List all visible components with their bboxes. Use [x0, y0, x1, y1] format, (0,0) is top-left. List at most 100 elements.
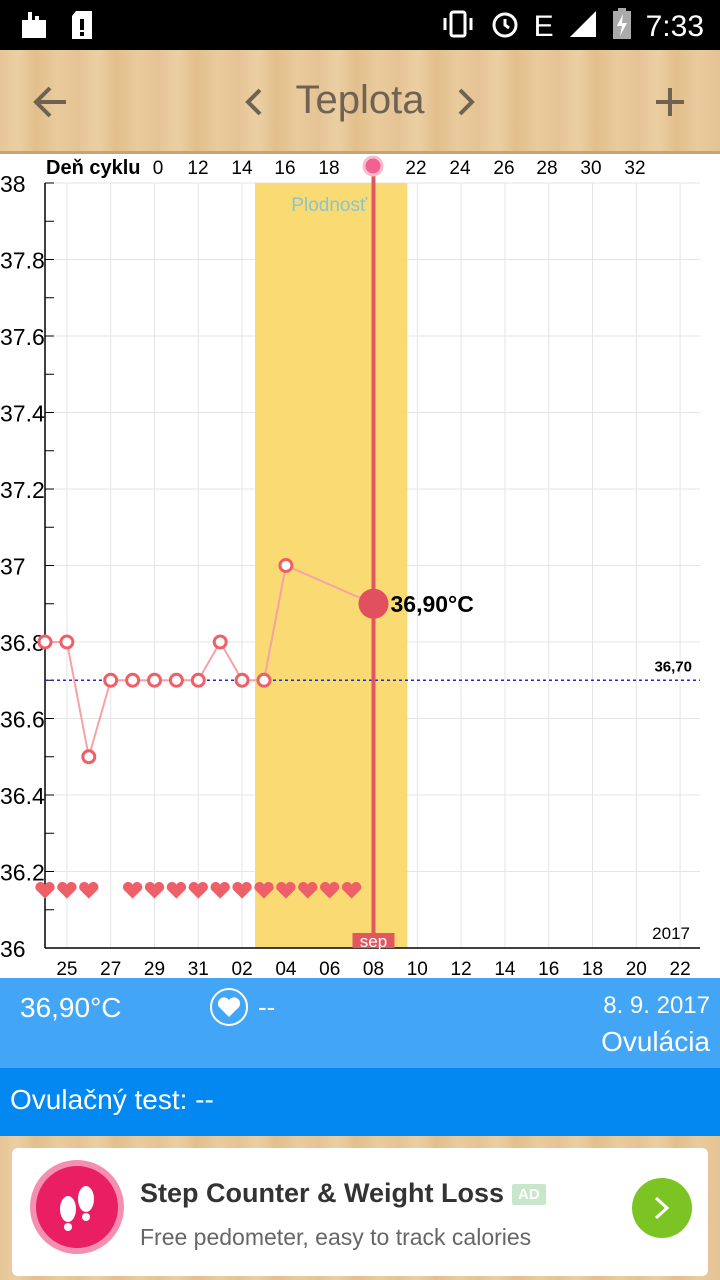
month-marker-box — [352, 933, 395, 948]
ovulation-test-panel: Ovulačný test: -- — [0, 1068, 720, 1136]
x-tick-label: 22 — [670, 959, 691, 978]
x-tick-label: 04 — [275, 959, 297, 978]
data-point[interactable] — [256, 672, 272, 688]
status-bar: E 7:33 — [0, 0, 720, 50]
temperature-chart[interactable]: Plodnosť 38 37.8 37.6 37.4 37.2 37 36.8 36.6 36.… — [0, 154, 720, 980]
data-point[interactable] — [234, 672, 250, 688]
ovulation-icon — [362, 155, 384, 177]
plus-icon — [656, 88, 684, 116]
heart-icon — [298, 881, 318, 899]
x-tick-label: 16 — [538, 959, 559, 978]
chart-svg[interactable]: Plodnosť 38 37.8 37.6 37.4 37.2 37 36.8 36.6 36.… — [0, 154, 720, 980]
x-tick-label: 06 — [319, 959, 340, 978]
heart-icon — [35, 881, 55, 899]
y-tick-label: 37.8 — [0, 248, 45, 274]
cycle-day-tick: 26 — [493, 158, 514, 179]
cycle-day-tick: 28 — [536, 158, 557, 179]
data-point[interactable] — [168, 672, 184, 688]
x-tick-label: 18 — [582, 959, 603, 978]
ovulation-test-field[interactable]: Ovulačný test: -- — [10, 1084, 214, 1115]
next-button[interactable] — [438, 74, 494, 130]
data-point[interactable] — [103, 672, 119, 688]
heart-icon — [341, 881, 362, 899]
page-title: Teplota — [295, 78, 425, 122]
heart-icon — [217, 997, 241, 1017]
vibrate-icon — [440, 9, 476, 44]
signal-icon — [568, 9, 598, 44]
y-tick-label: 36.8 — [0, 630, 45, 656]
data-point[interactable] — [81, 749, 97, 765]
data-point[interactable] — [125, 672, 141, 688]
ad-open-button[interactable] — [632, 1178, 692, 1238]
data-point[interactable] — [147, 672, 162, 688]
back-button[interactable] — [22, 74, 78, 130]
x-tick-label: 08 — [363, 959, 384, 978]
battery-icon — [612, 8, 632, 45]
arrow-back-icon — [33, 86, 66, 118]
selected-point[interactable] — [358, 588, 389, 619]
heart-icon — [144, 881, 165, 899]
heart-icon — [210, 881, 230, 899]
cycle-day-label: Deň cyklu — [46, 157, 140, 179]
data-point[interactable] — [37, 634, 53, 650]
ad-banner[interactable]: Step Counter & Weight Loss AD Free pedome… — [12, 1148, 708, 1276]
day-info-panel: 36,90°C -- 8. 9. 2017 Ovulácia — [0, 978, 720, 1068]
previous-button[interactable] — [226, 74, 282, 130]
cycle-day-tick: 12 — [187, 158, 208, 179]
heart-icon — [188, 881, 208, 899]
cycle-day-tick: 24 — [449, 158, 471, 179]
ad-banner-area: Step Counter & Weight Loss AD Free pedome… — [0, 1136, 720, 1280]
selected-value-label: 36,90°C — [391, 591, 474, 617]
y-tick-label: 36.4 — [0, 783, 45, 809]
footprints-icon — [30, 1160, 124, 1254]
fertile-window — [255, 183, 408, 948]
cycle-day-tick: 22 — [405, 158, 426, 179]
y-tick-label: 37.4 — [0, 401, 45, 427]
cycle-day-tick: 18 — [318, 158, 339, 179]
ad-subtitle: Free pedometer, easy to track calories — [140, 1224, 532, 1250]
x-tick-label: 12 — [451, 959, 472, 978]
heart-icon — [320, 881, 340, 899]
toolbar: Teplota — [0, 50, 720, 154]
heart-icon — [57, 881, 77, 899]
heart-icon — [166, 881, 187, 899]
alarm-icon — [490, 9, 520, 44]
notification-icon — [20, 10, 48, 45]
heart-icon — [79, 881, 99, 899]
data-point[interactable] — [190, 672, 206, 688]
month-marker: sep — [360, 932, 387, 951]
cycle-day-tick: 14 — [231, 158, 253, 179]
cycle-day-tick: 16 — [274, 158, 295, 179]
selected-date: 8. 9. 2017 — [603, 992, 710, 1019]
x-tick-label: 27 — [100, 959, 121, 978]
sd-card-icon — [70, 10, 94, 45]
data-point[interactable] — [59, 634, 75, 650]
y-tick-label: 37 — [0, 554, 26, 580]
intercourse-value: -- — [258, 991, 276, 1022]
year-label: 2017 — [652, 924, 690, 943]
chevron-right-icon — [458, 88, 475, 116]
add-button[interactable] — [642, 74, 698, 130]
y-tick-label: 36 — [0, 936, 26, 962]
cycle-day-tick: 0 — [153, 158, 164, 179]
y-tick-label: 38 — [0, 171, 26, 197]
temperature-value: 36,90°C — [20, 992, 122, 1023]
cycle-day-tick: 30 — [580, 158, 601, 179]
data-point[interactable] — [278, 558, 294, 573]
intercourse-button[interactable] — [210, 988, 248, 1026]
heart-icon — [232, 881, 252, 899]
x-tick-label: 02 — [232, 959, 253, 978]
x-tick-label: 14 — [494, 959, 516, 978]
cycle-day-tick: 32 — [624, 158, 645, 179]
ad-title-text: Step Counter & Weight Loss — [140, 1178, 505, 1208]
cycle-phase: Ovulácia — [601, 1026, 710, 1057]
ad-title: Step Counter & Weight Loss AD — [140, 1178, 546, 1209]
data-point[interactable] — [212, 634, 228, 650]
coverline-label: 36,70 — [654, 658, 692, 675]
ad-badge: AD — [512, 1184, 546, 1206]
x-tick-label: 10 — [407, 959, 428, 978]
y-tick-label: 37.6 — [0, 324, 45, 350]
network-type: E — [533, 9, 554, 43]
clock: 7:33 — [645, 9, 704, 43]
heart-icon — [254, 881, 274, 899]
